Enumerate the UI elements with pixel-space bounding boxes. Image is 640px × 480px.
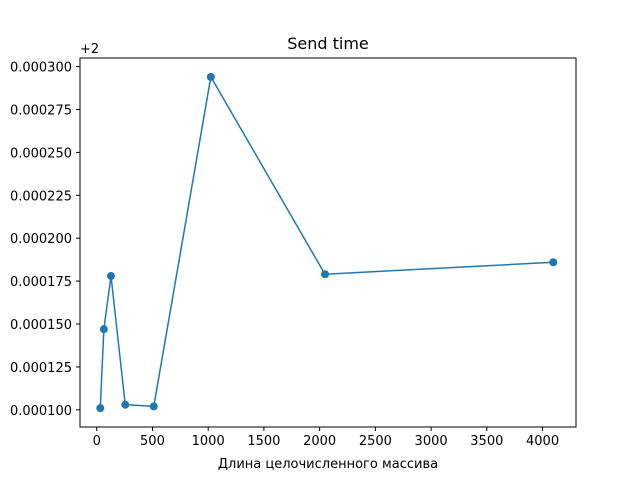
data-point (149, 402, 158, 411)
y-tick-label: 0.000150 (10, 318, 72, 333)
x-tick-label: 3000 (415, 434, 448, 449)
x-tick-label: 4000 (526, 434, 559, 449)
x-tick-label: 0 (93, 434, 101, 449)
data-point (320, 270, 329, 279)
x-tick-label: 500 (140, 434, 165, 449)
data-point (106, 271, 115, 280)
data-point (549, 258, 558, 267)
y-tick-label: 0.000300 (10, 61, 72, 76)
x-tick-label: 2000 (303, 434, 336, 449)
plot-series (96, 72, 558, 413)
series-line (99, 76, 554, 409)
data-point (206, 72, 215, 81)
y-offset-label: +2 (80, 42, 99, 57)
data-point (99, 325, 108, 334)
y-tick-label: 0.000250 (10, 146, 72, 161)
y-tick-label: 0.000175 (10, 275, 72, 290)
y-tick-label: 0.000275 (10, 103, 72, 118)
y-axis: 0.000100 0.000125 0.000150 0.000175 0.000200… (10, 61, 80, 419)
x-tick-label: 1000 (192, 434, 225, 449)
x-axis: 0 500 1000 1500 2000 2500 3000 3500 4000 (93, 427, 559, 449)
y-tick-label: 0.000200 (10, 232, 72, 247)
plot-frame (79, 57, 577, 428)
chart-title: Send time (287, 34, 369, 53)
data-point (96, 404, 105, 413)
y-tick-label: 0.000225 (10, 189, 72, 204)
x-tick-label: 1500 (247, 434, 280, 449)
y-tick-label: 0.000100 (10, 404, 72, 419)
x-tick-label: 2500 (359, 434, 392, 449)
y-tick-label: 0.000125 (10, 361, 72, 376)
data-point (121, 400, 130, 409)
x-axis-label: Длина целочисленного массива (218, 457, 438, 472)
x-tick-label: 3500 (470, 434, 503, 449)
